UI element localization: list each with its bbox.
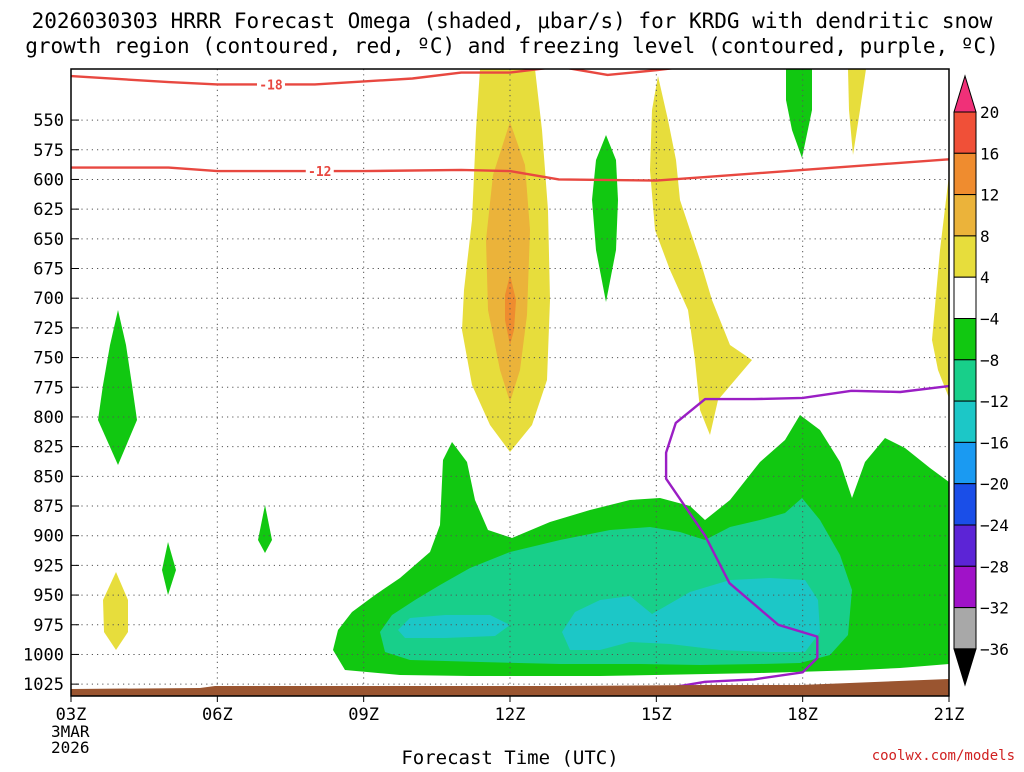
- x-tick-label: 21Z: [934, 705, 965, 725]
- colorbar-label: −8: [980, 351, 999, 370]
- omega-region-green-top: [786, 69, 812, 158]
- contour-line-freezing_level_0C: [622, 384, 949, 695]
- colorbar-top-triangle: [953, 74, 977, 113]
- y-tick-label: 950: [33, 586, 64, 606]
- omega-region-yellow-edge: [932, 175, 949, 398]
- omega-region-green-west: [98, 310, 137, 465]
- y-tick-label: 750: [33, 349, 64, 369]
- contour-label-bg: [305, 163, 334, 179]
- credit-text: coolwx.com/models: [872, 748, 1015, 764]
- y-tick-label: 925: [33, 556, 64, 576]
- x-tick-sublabel: 3MAR: [51, 722, 90, 741]
- colorbar-segment: [953, 276, 977, 320]
- y-tick-label: 800: [33, 408, 64, 428]
- grid-lines: [70, 69, 950, 702]
- colorbar-segment: [953, 483, 977, 526]
- colorbar-segment: [953, 441, 977, 485]
- contour-line-dgz_lower_-12C: [71, 158, 949, 182]
- colorbar-label: −4: [980, 310, 999, 329]
- colorbar-segment: [953, 111, 977, 154]
- y-tick-label: 700: [33, 289, 64, 309]
- colorbar-label: −32: [980, 599, 1009, 618]
- colorbar-label: −16: [980, 433, 1009, 452]
- colorbar-label: −24: [980, 516, 1009, 535]
- y-tick-label: 775: [33, 378, 64, 398]
- y-tick-label: 850: [33, 467, 64, 487]
- colorbar-segment: [953, 565, 977, 609]
- y-tick-label: 675: [33, 260, 64, 280]
- x-tick-label: 18Z: [787, 705, 818, 725]
- colorbar-label: −20: [980, 475, 1009, 494]
- y-tick-label: 1000: [23, 645, 64, 665]
- x-tick-sublabel: 2026: [51, 738, 90, 757]
- y-tick-label: 875: [33, 497, 64, 517]
- colorbar-segment: [953, 400, 977, 443]
- ground-terrain: [71, 679, 949, 696]
- colorbar-label: 12: [980, 186, 999, 205]
- colorbar-segment: [953, 235, 977, 278]
- colorbar-segment: [953, 524, 977, 567]
- omega-region-yellow-west: [103, 572, 128, 650]
- x-tick-label: 09Z: [348, 705, 379, 725]
- omega-region-cyan-west: [398, 615, 510, 638]
- omega-region-cyan: [562, 578, 820, 652]
- colorbar-segment: [953, 152, 977, 196]
- y-axis-labels: 550 575 600 625 650 675 700 725 750 775 800 825 850 8…: [23, 111, 64, 695]
- y-tick-label: 825: [33, 438, 64, 458]
- colorbar-label: 20: [980, 103, 999, 122]
- colorbar-label: −36: [980, 640, 1009, 659]
- colorbar-label: 4: [980, 268, 990, 287]
- y-tick-label: 550: [33, 111, 64, 131]
- chart-title-line1: 2026030303 HRRR Forecast Omega (shaded, …: [32, 9, 993, 33]
- contour-label-bg: [256, 76, 285, 92]
- chart-title-line2: growth region (contoured, red, ºC) and f…: [25, 34, 999, 58]
- contour-label: -18: [259, 78, 283, 93]
- omega-region-yellow-east: [650, 76, 752, 435]
- x-tick-label: 06Z: [202, 705, 233, 725]
- y-tick-label: 625: [33, 200, 64, 220]
- colorbar-segment: [953, 194, 977, 237]
- colorbar-label: −28: [980, 557, 1009, 576]
- colorbar-segment: [953, 359, 977, 402]
- plot-frame: [70, 68, 950, 697]
- contour-label: -12: [308, 165, 331, 180]
- y-tick-label: 725: [33, 319, 64, 339]
- colorbar-label: 16: [980, 144, 999, 163]
- omega-region-yellow-sliver: [848, 69, 866, 155]
- contour-lines: -18 -12: [71, 69, 949, 695]
- x-axis-title: Forecast Time (UTC): [401, 747, 618, 768]
- colorbar-label: −12: [980, 392, 1009, 411]
- x-tick-label: 03Z: [56, 705, 87, 725]
- x-tick-label: 12Z: [495, 705, 526, 725]
- colorbar-segment: [953, 607, 977, 650]
- y-tick-label: 900: [33, 527, 64, 547]
- colorbar-label: 8: [980, 227, 990, 246]
- colorbar-bottom-triangle: [953, 648, 977, 687]
- omega-region-gold: [486, 122, 530, 402]
- omega-shading: [98, 69, 949, 676]
- y-tick-label: 1025: [23, 675, 64, 695]
- x-tick-label: 15Z: [641, 705, 672, 725]
- y-tick-label: 975: [33, 616, 64, 636]
- colorbar-segment: [953, 318, 977, 361]
- contour-line-dgz_upper_-18C: [71, 69, 677, 86]
- omega-region-green-mid: [592, 135, 618, 302]
- omega-region-green-small-2: [162, 542, 176, 595]
- colorbar: 20 16 12 8 4 −4 −8 −12 −16 −20 −24 −28 −32 −36: [953, 74, 1009, 687]
- y-tick-label: 600: [33, 170, 64, 190]
- y-tick-label: 650: [33, 230, 64, 250]
- omega-region-green-small-1: [258, 505, 272, 553]
- y-tick-label: 575: [33, 141, 64, 161]
